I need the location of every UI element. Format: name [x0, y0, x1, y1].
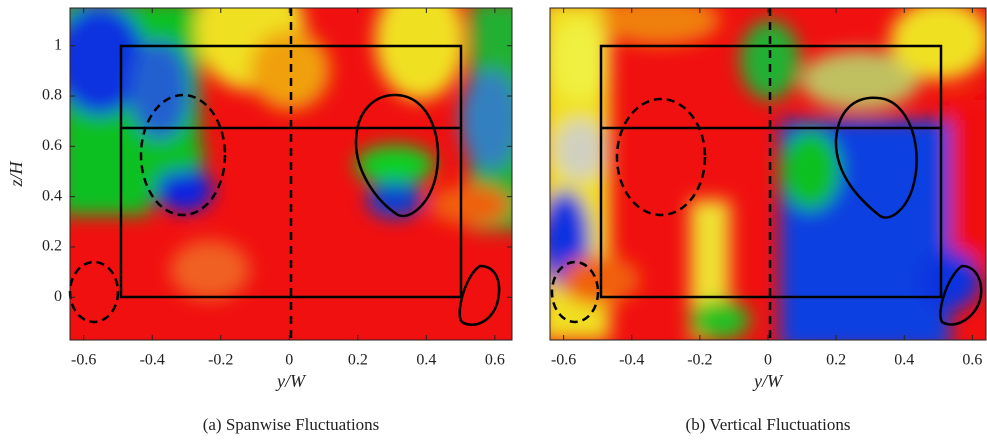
contour: [939, 264, 983, 326]
contour: [458, 264, 501, 326]
y-tick-label: 0: [54, 288, 62, 305]
x-tick-label: 0: [764, 352, 772, 369]
contour: [834, 96, 918, 219]
x-tick-label: 0: [285, 352, 293, 369]
y-tick-label: 0.2: [42, 238, 62, 255]
field-a: [70, 8, 512, 340]
x-tick-label: 0.6: [962, 352, 982, 369]
axes-frame: [69, 7, 513, 341]
x-tick-label: -0.6: [71, 352, 96, 369]
overlays: [68, 8, 983, 340]
x-axis-label: y/W: [275, 371, 307, 391]
x-tick-label: 0.2: [826, 352, 846, 369]
x-tick-label: 0.4: [416, 352, 436, 369]
x-tick-label: -0.4: [619, 352, 644, 369]
x-tick-label: -0.4: [140, 352, 165, 369]
contour: [550, 260, 600, 324]
caption: (b) Vertical Fluctuations: [686, 415, 851, 434]
overlay-box: [119, 44, 463, 299]
x-tick-label: 0.6: [485, 352, 505, 369]
caption: (a) Spanwise Fluctuations: [203, 415, 380, 434]
contour: [139, 93, 227, 217]
field-b: [550, 8, 986, 340]
x-tick-label: 0.4: [894, 352, 914, 369]
y-tick-label: 0.4: [42, 187, 62, 204]
x-tick-label: -0.2: [208, 352, 233, 369]
y-tick-label: 0.8: [42, 87, 62, 104]
overlay-box: [599, 44, 943, 299]
contour: [615, 97, 707, 217]
x-axis-label: y/W: [752, 371, 784, 391]
x-tick-label: -0.6: [551, 352, 576, 369]
x-tick-label: -0.2: [687, 352, 712, 369]
y-tick-label: 1: [54, 36, 62, 53]
y-axis-label: z/H: [6, 161, 26, 188]
y-tick-label: 0.6: [42, 137, 62, 154]
x-tick-label: 0.2: [348, 352, 368, 369]
contour: [354, 93, 440, 218]
